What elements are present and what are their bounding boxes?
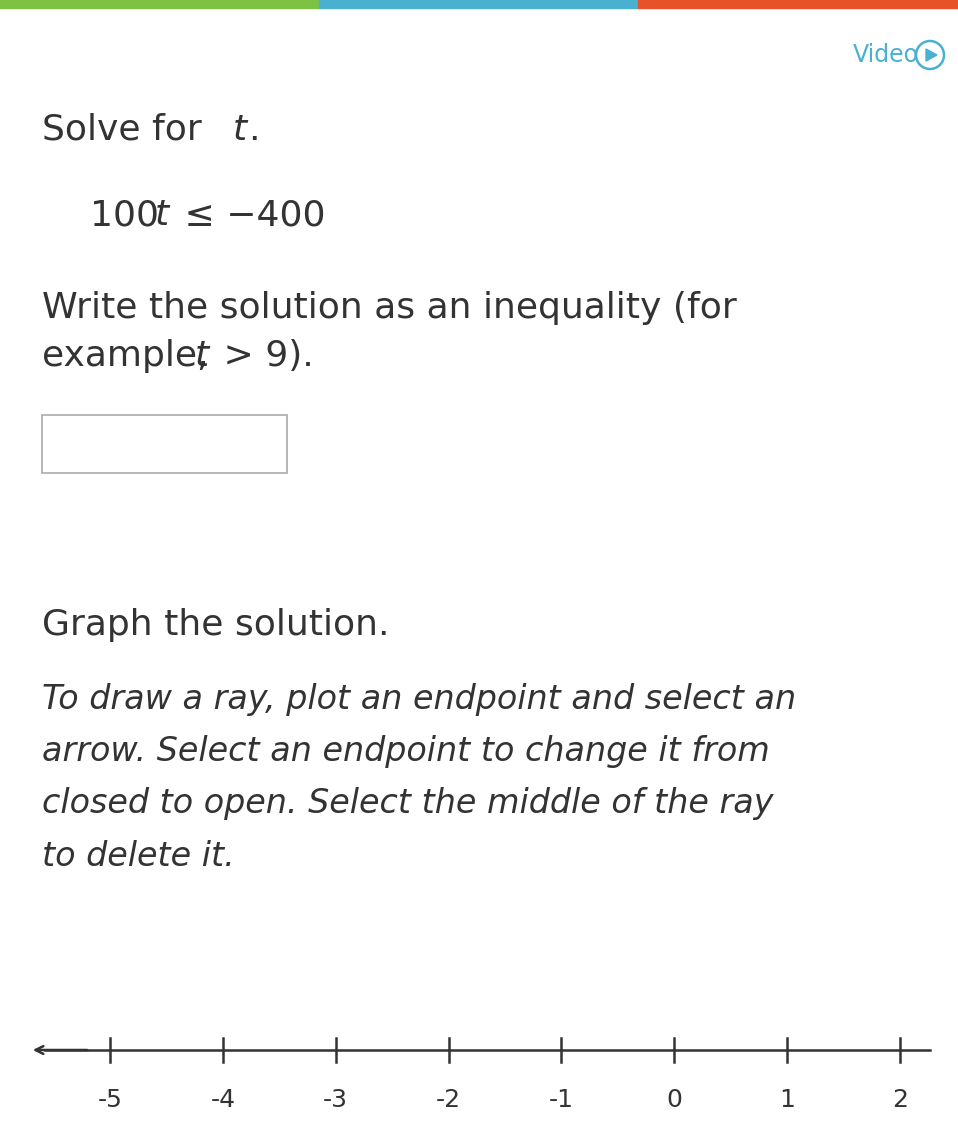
Text: -4: -4 (211, 1088, 236, 1112)
Text: -5: -5 (98, 1088, 123, 1112)
Text: -3: -3 (323, 1088, 348, 1112)
Text: ≤ −400: ≤ −400 (173, 198, 326, 232)
Text: arrow. Select an endpoint to change it from: arrow. Select an endpoint to change it f… (42, 736, 769, 768)
Text: Solve for: Solve for (42, 113, 214, 147)
Text: Video: Video (853, 43, 919, 67)
Text: -2: -2 (436, 1088, 461, 1112)
Polygon shape (926, 49, 937, 61)
Text: 0: 0 (667, 1088, 682, 1112)
Text: 100: 100 (90, 198, 159, 232)
Text: Graph the solution.: Graph the solution. (42, 608, 390, 642)
Text: t: t (155, 198, 170, 232)
Text: closed to open. Select the middle of the ray: closed to open. Select the middle of the… (42, 788, 773, 820)
Bar (42, 415, 287, 473)
Text: To draw a ray, plot an endpoint and select an: To draw a ray, plot an endpoint and sele… (42, 684, 796, 716)
Text: Write the solution as an inequality (for: Write the solution as an inequality (for (42, 292, 737, 325)
Bar (0, 0, 319, 8)
Text: 2: 2 (892, 1088, 908, 1112)
Bar (638, 0, 958, 8)
Text: .: . (248, 113, 260, 147)
Text: example,: example, (42, 339, 220, 373)
Text: t: t (233, 113, 247, 147)
Text: > 9).: > 9). (212, 339, 314, 373)
Text: t: t (195, 339, 209, 373)
Text: -1: -1 (549, 1088, 574, 1112)
Text: to delete it.: to delete it. (42, 840, 235, 872)
Bar (319, 0, 638, 8)
Text: 1: 1 (779, 1088, 795, 1112)
